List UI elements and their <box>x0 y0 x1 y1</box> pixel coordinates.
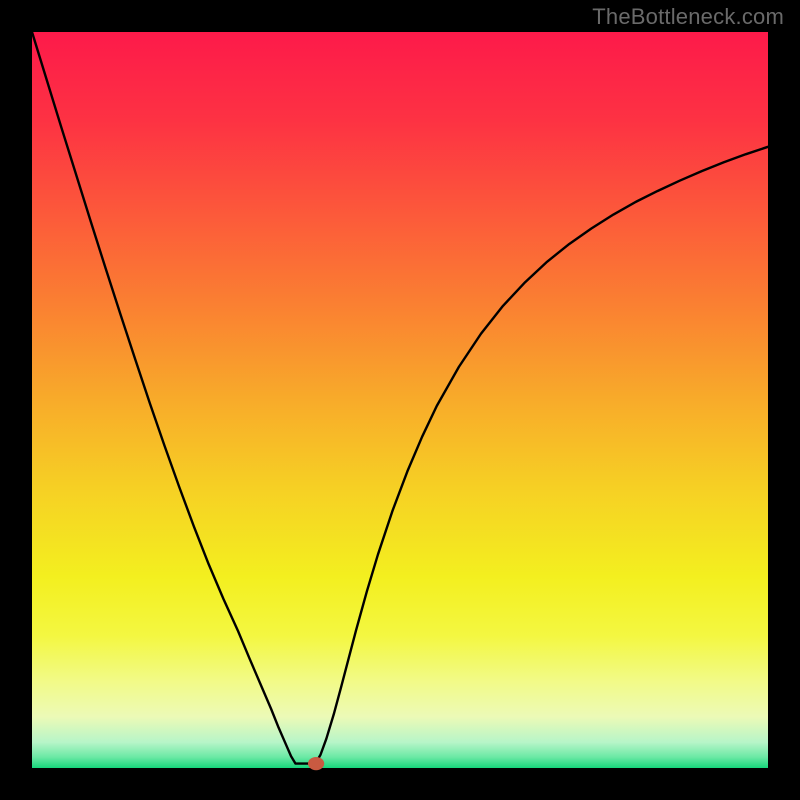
chart-svg <box>32 32 768 768</box>
optimal-point-marker <box>308 757 324 770</box>
watermark-text: TheBottleneck.com <box>592 4 784 30</box>
plot-frame <box>0 0 800 800</box>
bottleneck-curve <box>32 32 768 764</box>
plot-area <box>32 32 768 768</box>
